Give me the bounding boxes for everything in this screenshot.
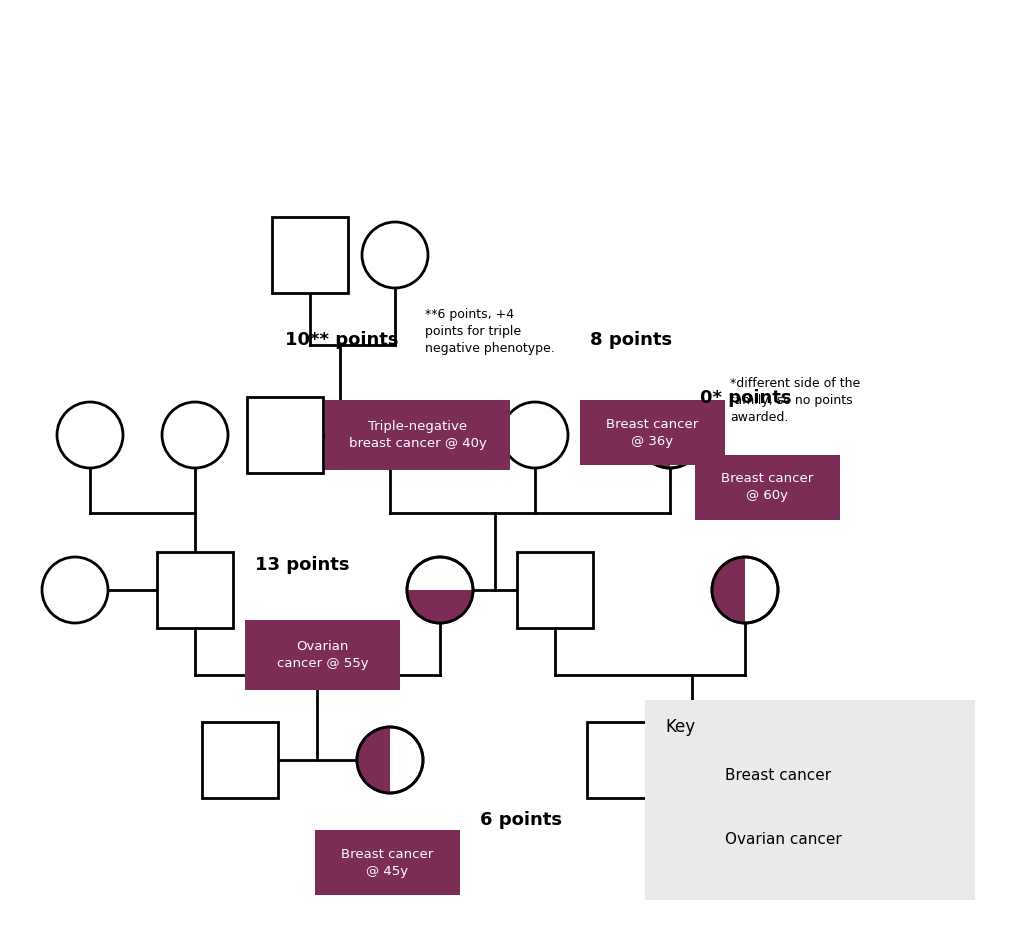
Bar	[580, 400, 725, 465]
Bar	[325, 400, 510, 470]
Text: Breast cancer: Breast cancer	[725, 767, 831, 782]
Bar	[272, 217, 348, 293]
Text: 6 points: 6 points	[480, 811, 562, 829]
Bar	[517, 552, 593, 628]
Bar	[202, 722, 278, 798]
Text: 0* points: 0* points	[700, 389, 792, 407]
Text: 10** points: 10** points	[285, 331, 399, 349]
Text: 13 points: 13 points	[255, 556, 349, 574]
Bar	[695, 455, 840, 520]
Wedge shape	[637, 402, 670, 468]
Text: Breast cancer
@ 60y: Breast cancer @ 60y	[722, 472, 814, 502]
Circle shape	[712, 557, 779, 623]
Bar	[645, 700, 975, 900]
Circle shape	[162, 402, 228, 468]
Text: Breast cancer
@ 36y: Breast cancer @ 36y	[606, 418, 698, 448]
Wedge shape	[712, 557, 745, 623]
Bar	[245, 620, 400, 690]
Circle shape	[357, 727, 423, 793]
Circle shape	[357, 402, 423, 468]
Text: Breast cancer
@ 45y: Breast cancer @ 45y	[341, 848, 433, 878]
Wedge shape	[407, 590, 473, 623]
Text: **6 points, +4
points for triple
negative phenotype.: **6 points, +4 points for triple negativ…	[425, 308, 555, 355]
Bar	[157, 552, 233, 628]
Text: Triple-negative
breast cancer @ 40y: Triple-negative breast cancer @ 40y	[348, 420, 486, 450]
Text: Ovarian cancer: Ovarian cancer	[725, 833, 841, 848]
Text: 8 points: 8 points	[590, 331, 672, 349]
Wedge shape	[357, 727, 390, 793]
Circle shape	[647, 742, 713, 808]
Bar	[587, 722, 663, 798]
Text: Key: Key	[665, 718, 695, 736]
Circle shape	[722, 727, 788, 793]
Bar	[315, 830, 460, 895]
Circle shape	[57, 402, 123, 468]
Circle shape	[502, 402, 568, 468]
Wedge shape	[647, 742, 680, 808]
Bar	[247, 397, 323, 473]
Wedge shape	[647, 840, 713, 873]
Circle shape	[362, 222, 428, 288]
Circle shape	[647, 807, 713, 873]
Circle shape	[407, 557, 473, 623]
Circle shape	[42, 557, 108, 623]
Text: *different side of the
family, so no points
awarded.: *different side of the family, so no poi…	[730, 377, 861, 424]
Wedge shape	[357, 402, 390, 468]
Circle shape	[637, 402, 703, 468]
Text: Ovarian
cancer @ 55y: Ovarian cancer @ 55y	[277, 640, 368, 670]
